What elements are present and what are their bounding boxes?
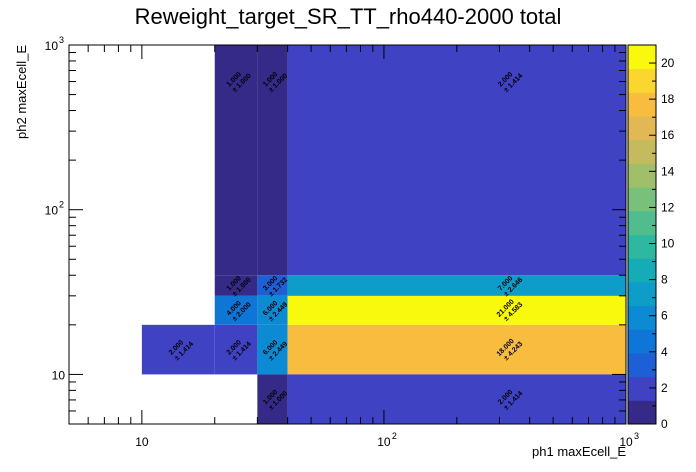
- y-tick-label: 10: [45, 204, 59, 218]
- colorbar-tick-label: 4: [661, 345, 668, 359]
- y-tick-exponent: 2: [59, 200, 64, 210]
- heatmap-cell: [214, 295, 258, 325]
- colorbar-band: [628, 68, 656, 93]
- heatmap-cell: [257, 295, 288, 325]
- heatmap-cell: [287, 275, 626, 296]
- x-tick-label: 10: [619, 435, 633, 449]
- heatmap-cell: [287, 374, 626, 424]
- colorbar-band: [628, 376, 656, 401]
- colorbar-tick-label: 20: [661, 56, 675, 70]
- colorbar-band: [628, 258, 656, 283]
- colorbar-band: [628, 329, 656, 354]
- colorbar-band: [628, 210, 656, 235]
- heatmap-cell: [257, 275, 288, 296]
- colorbar-band: [628, 305, 656, 330]
- colorbar-tick-label: 12: [661, 200, 675, 214]
- heatmap-cell: [287, 295, 626, 325]
- colorbar-frame: [627, 44, 657, 425]
- chart-title: Reweight_target_SR_TT_rho440-2000 total: [135, 4, 562, 29]
- heatmap-cells: [141, 45, 626, 424]
- x-tick-label: 10: [135, 435, 149, 449]
- heatmap-cell: [287, 324, 626, 375]
- colorbar-tick-label: 10: [661, 237, 675, 251]
- heatmap-cell: [141, 324, 215, 375]
- colorbar-band: [628, 281, 656, 307]
- heatmap-cell: [257, 324, 288, 375]
- x-tick-exponent: 2: [392, 431, 397, 441]
- colorbar-tick-label: 18: [661, 92, 675, 106]
- colorbar-tick-label: 16: [661, 128, 675, 142]
- x-axis-label: ph1 maxEcell_E: [532, 444, 626, 459]
- heatmap-cell: [214, 275, 258, 296]
- colorbar-tick-label: 0: [661, 417, 668, 431]
- y-tick-label: 10: [52, 368, 66, 382]
- colorbar-band: [628, 163, 656, 188]
- colorbar-tick-label: 14: [661, 164, 675, 178]
- colorbar-band: [628, 400, 656, 425]
- y-axis-label: ph2 maxEcell_E: [14, 45, 29, 139]
- colorbar-band: [628, 45, 656, 70]
- colorbar-tick-label: 2: [661, 381, 668, 395]
- y-tick-label: 10: [45, 39, 59, 53]
- heatmap-cell: [214, 45, 258, 276]
- colorbar-tick-label: 8: [661, 273, 668, 287]
- y-tick-exponent: 3: [59, 35, 64, 45]
- colorbar-band: [628, 234, 656, 259]
- heatmap-cell: [257, 374, 288, 424]
- plot-frame: [68, 44, 627, 425]
- heatmap-cell: [257, 45, 288, 276]
- heatmap-cell: [214, 324, 258, 375]
- heatmap-cell: [287, 45, 626, 276]
- colorbar-band: [628, 116, 656, 141]
- colorbar-band: [628, 139, 656, 164]
- colorbar-band: [628, 92, 656, 117]
- colorbar-band: [628, 352, 656, 378]
- x-tick-label: 10: [377, 435, 391, 449]
- x-tick-exponent: 3: [634, 431, 639, 441]
- colorbar-tick-label: 6: [661, 309, 668, 323]
- colorbar: 0 2 4 6 8 10 12 14 16 18 20: [627, 44, 675, 431]
